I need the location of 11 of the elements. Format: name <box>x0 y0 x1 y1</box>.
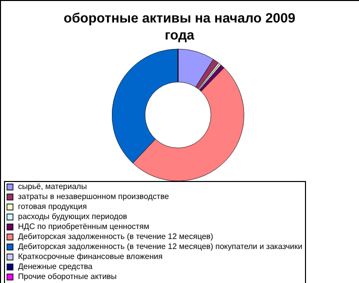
legend-label: Денежные средства <box>18 262 94 271</box>
legend-label: Дебиторская задолженность (в течение 12 месяцев) покупатели и заказчики <box>18 242 302 251</box>
legend-label: затраты в незавершонном производстве <box>18 192 170 201</box>
legend-label: Дебиторская задолженность (в течение 12 месяцев) <box>18 232 214 241</box>
legend-label: НДС по приобретённым ценностям <box>18 222 150 231</box>
legend-label: Краткосрочные финансовые вложения <box>18 252 163 261</box>
legend-label: сырьё, материалы <box>18 182 88 191</box>
legend-label: готовая продукция <box>18 202 87 211</box>
chart-title: оборотные активы на начало 2009 года <box>64 10 296 42</box>
legend-label: Прочие оборотные активы <box>18 272 117 281</box>
legend-label: расходы будующих периодов <box>18 212 128 221</box>
